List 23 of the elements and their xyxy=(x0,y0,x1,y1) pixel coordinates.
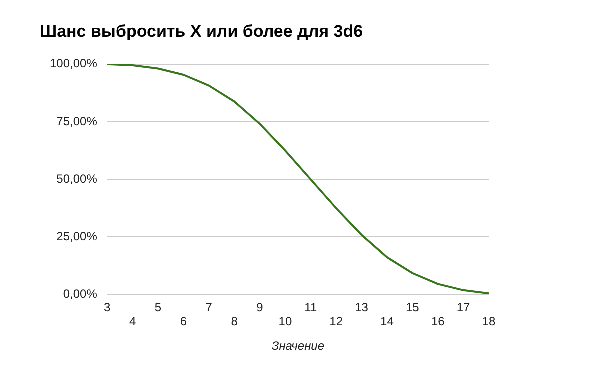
y-tick-label: 50,00% xyxy=(56,172,98,186)
y-tick-label: 0,00% xyxy=(63,287,98,302)
x-tick-label: 11 xyxy=(304,300,318,314)
x-tick-label: 3 xyxy=(104,300,112,314)
x-tick-label: 6 xyxy=(180,314,188,329)
x-tick-label: 14 xyxy=(380,314,394,329)
x-tick-label: 17 xyxy=(456,300,471,314)
x-tick-label: 7 xyxy=(206,300,213,314)
y-tick-label: 100,00% xyxy=(50,56,98,71)
x-tick-label: 9 xyxy=(256,300,264,314)
x-tick-label: 16 xyxy=(431,314,446,329)
chart-title: Шанс выбросить X или более для 3d6 xyxy=(40,22,364,41)
y-tick-label: 75,00% xyxy=(56,114,98,128)
x-tick-label: 8 xyxy=(231,314,238,329)
x-tick-label: 12 xyxy=(330,314,344,329)
x-tick-label: 10 xyxy=(278,314,292,329)
y-tick-label: 25,00% xyxy=(56,230,98,244)
x-tick-label: 18 xyxy=(482,314,496,329)
x-tick-label: 5 xyxy=(154,300,162,314)
x-tick-label: 15 xyxy=(406,300,420,314)
x-tick-label: 4 xyxy=(129,314,136,329)
x-axis-title: Значение xyxy=(272,339,325,354)
x-tick-label: 13 xyxy=(355,300,369,314)
